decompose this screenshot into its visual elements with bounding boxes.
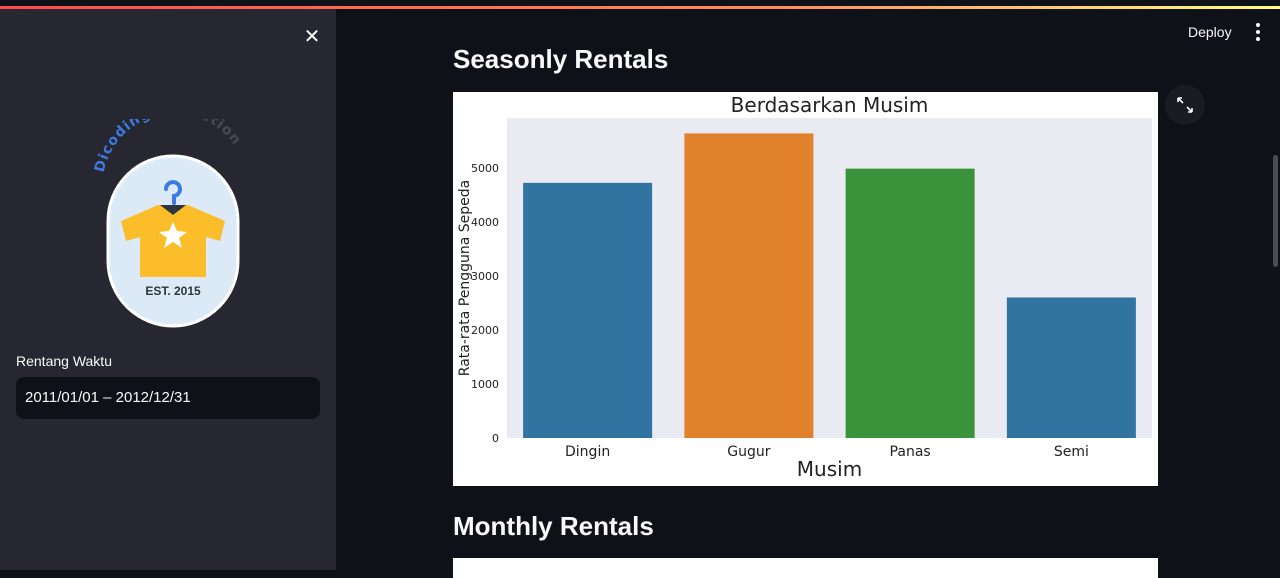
main-menu-icon[interactable] [1248,20,1268,44]
season-chart: Dingin Gugur Panas Semi 0 1000 2000 3000 4000 500… [453,92,1158,486]
fullscreen-button[interactable] [1165,85,1205,125]
logo-est: EST. 2015 [145,284,201,298]
x-tick-label: Panas [890,444,931,460]
top-decoration [0,0,1280,10]
x-tick-label: Semi [1054,444,1089,460]
monthly-chart [453,558,1158,578]
logo-text-right: Collection [156,119,245,148]
section-title-monthly: Monthly Rentals [453,511,654,541]
section-title-seasonly: Seasonly Rentals [453,44,669,74]
chart-title: Berdasarkan Musim [731,93,929,117]
bar-gugur [684,133,814,438]
y-tick-label: 1000 [471,378,499,391]
main-scrollbar[interactable] [1273,155,1278,267]
x-tick-label: Dingin [565,444,610,460]
y-tick-label: 4000 [471,216,499,229]
expand-icon [1177,97,1193,113]
x-tick-label: Gugur [727,444,770,460]
date-range-input[interactable]: 2011/01/01 – 2012/12/31 [16,377,320,419]
y-tick-label: 3000 [471,270,499,283]
y-tick-label: 2000 [471,324,499,337]
close-sidebar-icon[interactable]: ✕ [303,26,321,48]
logo: Dicoding Collection EST. 2015 [88,101,258,329]
star-icon [159,222,187,248]
bar-dingin [523,182,653,438]
y-tick-label: 0 [492,432,499,445]
date-range-label: Rentang Waktu [16,353,112,369]
sidebar: ✕ Dicoding Collection EST. 2015 Rentang … [0,9,336,570]
bar-semi [1006,297,1136,438]
bar-panas [845,168,975,439]
x-axis-label: Musim [797,457,862,481]
y-tick-label: 5000 [471,162,499,175]
deploy-button[interactable]: Deploy [1188,24,1232,40]
y-axis-label: Rata-rata Pengguna Sepeda [457,180,473,376]
